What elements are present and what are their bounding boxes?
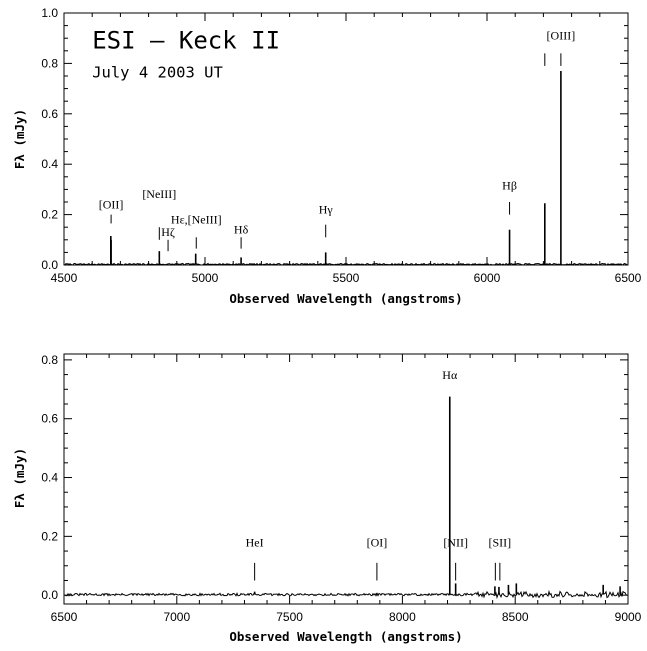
top-x-tick-label: 4500: [51, 271, 78, 285]
bottom-line-label: [SII]: [489, 536, 512, 550]
top-line-label: [NeIII]: [142, 187, 176, 201]
instrument-title: ESI – Keck II: [92, 26, 280, 54]
bottom-x-tick-label: 6500: [51, 610, 78, 624]
bottom-x-tick-label: 9000: [615, 610, 642, 624]
top-x-tick-label: 5000: [192, 271, 219, 285]
top-x-tick-label: 6000: [474, 271, 501, 285]
bottom-line-label: HeI: [246, 536, 264, 550]
bottom-plot-frame: [63, 353, 629, 605]
bottom-line-label: [NII]: [443, 536, 468, 550]
bottom-y-tick-label: 0.0: [41, 588, 58, 602]
bottom-spectrum-line: [64, 589, 628, 600]
top-y-tick-label: 0.2: [41, 208, 58, 222]
bottom-y-tick-label: 0.8: [41, 353, 58, 367]
bottom-y-axis-label: Fλ (mJy): [12, 448, 27, 508]
top-line-label: Hε,[NeIII]: [171, 212, 222, 226]
top-panel: 4500 5000 5500 6000 6500 0.0 0.2 0.4 0.6 0.8 1.0 […: [12, 6, 642, 306]
observation-date: July 4 2003 UT: [92, 63, 223, 81]
bottom-x-tick-label: 8500: [502, 610, 529, 624]
top-line-label: Hδ: [234, 223, 249, 237]
bottom-axis-ticks: 6500 7000 7500 8000 8500 9000 0.0 0.2 0.4 0.6 0.8: [41, 353, 641, 624]
top-y-tick-label: 1.0: [41, 6, 58, 20]
bottom-y-tick-label: 0.6: [41, 412, 58, 426]
top-line-label: Hζ: [161, 225, 175, 239]
top-x-axis-label: Observed Wavelength (angstroms): [229, 291, 462, 306]
top-y-tick-label: 0.4: [41, 157, 58, 171]
bottom-panel: 6500 7000 7500 8000 8500 90000.00.20.40.60.8 …: [12, 353, 642, 644]
bottom-x-axis-label: Observed Wavelength (angstroms): [229, 629, 462, 644]
top-y-tick-label: 0.6: [41, 107, 58, 121]
bottom-line-label: [OI]: [367, 536, 388, 550]
top-line-label: [OIII]: [547, 28, 576, 42]
bottom-line-label: Hα: [442, 368, 458, 382]
bottom-y-tick-label: 0.4: [41, 471, 58, 485]
bottom-x-tick-label: 7000: [163, 610, 190, 624]
bottom-x-tick-label: 7500: [276, 610, 303, 624]
top-y-tick-label: 0.8: [41, 56, 58, 70]
top-line-label: [OII]: [99, 197, 124, 211]
top-y-axis-label: Fλ (mJy): [12, 109, 27, 169]
top-axis-ticks: 4500 5000 5500 6000 6500 0.0 0.2 0.4 0.6 0.8 1.0: [41, 6, 641, 285]
bottom-y-tick-label: 0.2: [41, 529, 58, 543]
top-y-tick-label: 0.0: [41, 258, 58, 272]
top-x-tick-label: 5500: [333, 271, 360, 285]
bottom-x-tick-label: 8000: [389, 610, 416, 624]
bottom-line-marks: HeI [OI] Hα [NII] [SII]: [246, 368, 621, 595]
top-x-tick-label: 6500: [615, 271, 642, 285]
top-line-label: Hβ: [502, 178, 517, 192]
top-line-label: Hγ: [319, 202, 334, 216]
